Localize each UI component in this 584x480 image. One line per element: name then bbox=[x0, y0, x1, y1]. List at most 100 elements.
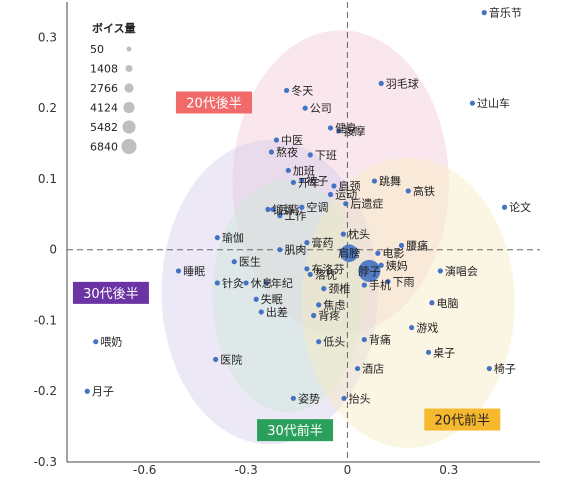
data-point bbox=[299, 177, 305, 183]
data-label: 高铁 bbox=[413, 184, 435, 198]
data-point bbox=[336, 128, 342, 134]
data-point bbox=[343, 201, 349, 207]
data-label: 背疼 bbox=[318, 309, 340, 323]
data-point bbox=[361, 336, 367, 343]
data-label: 喂奶 bbox=[100, 335, 122, 349]
data-label: 演唱会 bbox=[445, 264, 478, 278]
y-tick-label: 0.2 bbox=[38, 101, 57, 115]
legend-marker bbox=[121, 138, 137, 155]
legend-marker bbox=[125, 65, 133, 72]
legend-label: 2766 bbox=[90, 82, 118, 95]
data-point bbox=[290, 395, 296, 401]
data-point bbox=[341, 395, 347, 401]
size-legend: ボイス量 50 1408 2766 4124 5482 6840 bbox=[90, 21, 137, 155]
data-label: 颈椎 bbox=[328, 282, 350, 296]
data-label: 膏药 bbox=[311, 236, 333, 250]
data-label: 加班 bbox=[293, 164, 315, 177]
data-label: 腰痛 bbox=[406, 238, 428, 252]
data-point bbox=[307, 152, 313, 158]
data-point bbox=[340, 244, 358, 263]
data-label: 医院 bbox=[220, 352, 242, 366]
data-point bbox=[284, 87, 290, 94]
y-tick-label: 0.1 bbox=[38, 172, 57, 186]
segment-tag bbox=[424, 408, 501, 431]
data-point bbox=[316, 339, 322, 345]
segment-tag-label: 20代後半 bbox=[186, 96, 242, 111]
data-label: 布洛芬 bbox=[311, 262, 344, 276]
data-point bbox=[378, 262, 384, 268]
segment-circle bbox=[161, 140, 378, 445]
data-label: 低头 bbox=[323, 336, 345, 349]
data-point bbox=[265, 206, 271, 212]
data-point bbox=[340, 231, 346, 237]
data-point bbox=[277, 247, 283, 253]
data-label: 中医 bbox=[281, 134, 303, 147]
data-label: 论文 bbox=[509, 200, 531, 214]
data-point bbox=[398, 242, 405, 249]
legend-marker bbox=[122, 120, 136, 134]
data-point bbox=[299, 204, 305, 210]
data-label: 开车 bbox=[298, 175, 320, 189]
data-point bbox=[84, 388, 90, 394]
data-point bbox=[214, 235, 220, 241]
data-label: 失眠 bbox=[261, 293, 283, 306]
data-label: 肩膀 bbox=[338, 246, 360, 260]
data-point bbox=[304, 266, 310, 272]
data-point bbox=[321, 286, 327, 292]
segment-circle bbox=[232, 30, 449, 335]
data-label: 年纪 bbox=[271, 276, 293, 290]
data-label: 电影 bbox=[382, 247, 404, 260]
x-tick-label: -0.3 bbox=[234, 463, 257, 477]
legend-label: 4124 bbox=[90, 102, 118, 115]
data-label: 按摩 bbox=[344, 124, 366, 138]
data-label: 健身 bbox=[335, 121, 357, 135]
data-label: 公司 bbox=[310, 102, 332, 115]
legend-label: 50 bbox=[90, 43, 104, 56]
data-point bbox=[273, 137, 280, 143]
data-point bbox=[316, 302, 322, 308]
data-point bbox=[405, 188, 411, 194]
data-label: 椅子 bbox=[494, 362, 516, 376]
data-point bbox=[263, 280, 269, 286]
data-point bbox=[307, 271, 313, 278]
data-label: 冬天 bbox=[291, 83, 313, 97]
segment-tag-label: 30代後半 bbox=[83, 287, 139, 302]
data-point bbox=[285, 167, 291, 174]
y-tick-label: -0.2 bbox=[34, 384, 57, 398]
data-label: 音乐节 bbox=[489, 6, 522, 20]
y-tick-label: -0.3 bbox=[34, 455, 57, 469]
data-point bbox=[354, 365, 361, 372]
data-label: 姿势 bbox=[298, 392, 320, 405]
data-point bbox=[93, 339, 99, 345]
data-point bbox=[327, 191, 334, 198]
data-label: 被子 bbox=[306, 174, 328, 187]
data-point bbox=[253, 296, 259, 302]
data-point bbox=[378, 80, 384, 86]
data-point bbox=[469, 100, 476, 106]
data-label: 出差 bbox=[266, 305, 288, 319]
data-point bbox=[429, 300, 435, 306]
data-point bbox=[175, 268, 182, 274]
data-point bbox=[409, 324, 415, 331]
data-point bbox=[277, 213, 283, 219]
data-label: 下雨 bbox=[393, 276, 415, 289]
data-label: 月子 bbox=[92, 385, 114, 398]
data-point bbox=[331, 183, 337, 189]
data-label: 桌子 bbox=[433, 346, 455, 359]
segment-tag-label: 30代前半 bbox=[267, 423, 323, 439]
data-point bbox=[304, 240, 310, 246]
x-tick-label: 0.3 bbox=[439, 463, 458, 477]
data-point bbox=[213, 356, 219, 362]
data-point bbox=[371, 178, 378, 184]
data-label: 跳舞 bbox=[379, 174, 401, 188]
data-label: 枕头 bbox=[348, 227, 370, 241]
data-point bbox=[311, 312, 317, 319]
data-point bbox=[290, 179, 296, 186]
segment-tag bbox=[175, 91, 252, 114]
data-label: 背痛 bbox=[369, 333, 391, 347]
data-point bbox=[375, 250, 381, 256]
segment-circles bbox=[161, 30, 515, 448]
y-tick-label: 0 bbox=[49, 243, 57, 257]
